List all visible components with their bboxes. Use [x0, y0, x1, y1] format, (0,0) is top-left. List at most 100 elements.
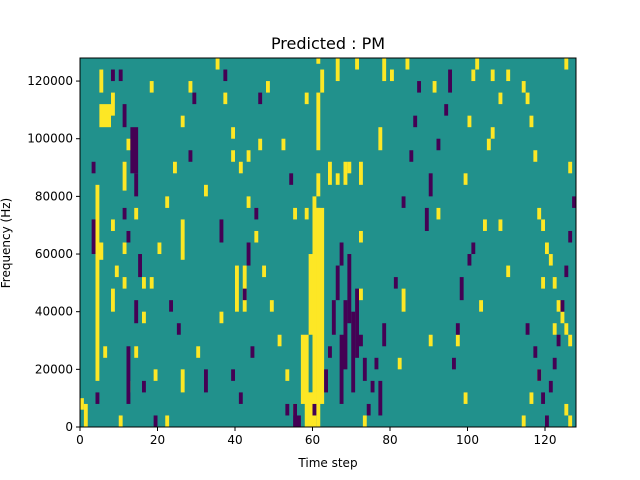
heatmap-cell-purple	[556, 334, 561, 347]
heatmap-cell-yellow	[99, 104, 112, 128]
heatmap-cell-purple	[417, 81, 422, 93]
heatmap-cell-yellow	[335, 173, 340, 185]
heatmap-cell-purple	[564, 265, 569, 278]
heatmap	[80, 58, 577, 427]
heatmap-cell-purple	[246, 242, 251, 266]
y-axis: 0 20000 40000 60000 80000 100000 120000	[27, 74, 80, 434]
heatmap-cell-yellow	[525, 92, 530, 105]
heatmap-cell-purple	[455, 323, 460, 335]
heatmap-cell-yellow	[254, 230, 259, 243]
heatmap-cell-yellow	[126, 138, 131, 151]
heatmap-cell-purple	[134, 173, 139, 197]
heatmap-cell-yellow	[316, 58, 321, 64]
heatmap-cell-purple	[339, 242, 344, 266]
heatmap-cell-purple	[238, 392, 243, 404]
heatmap-cell-yellow	[231, 150, 236, 162]
heatmap-cell-yellow	[196, 346, 201, 358]
heatmap-cell-purple	[409, 150, 414, 162]
heatmap-cell-yellow	[564, 323, 569, 335]
x-tick-label: 40	[227, 433, 242, 447]
heatmap-cell-yellow	[95, 242, 104, 260]
heatmap-cell-yellow	[277, 334, 282, 347]
heatmap-cell-purple	[153, 415, 158, 427]
heatmap-cell-yellow	[401, 288, 406, 312]
heatmap-cell-yellow	[436, 207, 441, 220]
heatmap-cell-yellow	[355, 58, 360, 70]
heatmap-cell-yellow	[529, 392, 534, 404]
heatmap-cell-purple	[223, 69, 228, 82]
heatmap-cell-yellow	[180, 219, 185, 260]
heatmap-cell-yellow	[246, 196, 251, 208]
heatmap-cell-yellow	[316, 207, 325, 404]
heatmap-cell-yellow	[173, 161, 177, 174]
heatmap-cell-purple	[339, 334, 344, 404]
heatmap-cell-purple	[568, 230, 573, 243]
heatmap-cell-yellow	[490, 127, 495, 139]
heatmap-cell-yellow	[552, 323, 557, 335]
heatmap-cell-yellow	[556, 300, 561, 312]
y-tick-label: 40000	[35, 305, 73, 319]
x-axis: 0 20 40 60 80 100 120	[76, 427, 556, 447]
heatmap-cell-purple	[289, 173, 294, 185]
heatmap-cell-yellow	[560, 311, 565, 324]
heatmap-cell-yellow	[335, 58, 340, 82]
heatmap-cell-yellow	[281, 138, 286, 151]
heatmap-cell-yellow	[390, 69, 394, 82]
heatmap-cell-purple	[331, 300, 336, 335]
heatmap-cell-purple	[366, 403, 371, 416]
x-tick-label: 80	[382, 433, 397, 447]
heatmap-cell-yellow	[235, 265, 239, 312]
heatmap-cell-yellow	[293, 207, 298, 220]
heatmap-cell-yellow	[149, 81, 154, 93]
heatmap-cell-yellow	[552, 277, 557, 289]
heatmap-cell-yellow	[378, 127, 383, 151]
heatmap-cell-yellow	[568, 161, 573, 174]
heatmap-cell-yellow	[95, 184, 100, 381]
heatmap-cell-yellow	[568, 334, 573, 347]
heatmap-cell-purple	[359, 334, 363, 347]
heatmap-cell-yellow	[223, 92, 228, 105]
heatmap-cell-yellow	[304, 392, 313, 427]
heatmap-cell-purple	[134, 300, 139, 324]
heatmap-cell-yellow	[463, 173, 468, 185]
heatmap-cell-yellow	[475, 58, 480, 70]
x-axis-label: Time step	[297, 456, 357, 470]
heatmap-cell-yellow	[258, 138, 263, 151]
heatmap-cell-yellow	[142, 277, 146, 289]
heatmap-cell-purple	[91, 161, 96, 174]
heatmap-cell-purple	[142, 380, 146, 393]
heatmap-cell-yellow	[521, 81, 526, 93]
x-tick-label: 20	[150, 433, 165, 447]
heatmap-cell-yellow	[312, 207, 321, 335]
heatmap-cell-yellow	[118, 415, 123, 427]
y-tick-label: 80000	[35, 189, 73, 203]
heatmap-cell-yellow	[463, 392, 468, 404]
heatmap-cell-yellow	[111, 219, 115, 231]
heatmap-cell-purple	[452, 357, 456, 370]
heatmap-cell-purple	[413, 115, 418, 128]
heatmap-cell-yellow	[111, 92, 115, 116]
heatmap-cell-purple	[293, 403, 298, 427]
heatmap-cell-purple	[444, 104, 449, 116]
heatmap-cell-yellow	[269, 300, 274, 312]
heatmap-cell-yellow	[362, 415, 367, 427]
heatmap-cell-yellow	[238, 161, 243, 174]
heatmap-cell-yellow	[548, 254, 553, 266]
heatmap-cell-yellow	[80, 398, 84, 410]
heatmap-cell-purple	[552, 357, 557, 370]
heatmap-cell-purple	[370, 380, 375, 393]
heatmap-cell-purple	[541, 392, 546, 404]
heatmap-cell-yellow	[568, 415, 573, 427]
heatmap-cell-yellow	[134, 207, 139, 220]
heatmap-cell-purple	[254, 207, 259, 220]
heatmap-cell-purple	[572, 196, 577, 208]
y-tick-label: 0	[65, 420, 73, 434]
heatmap-cell-purple	[250, 346, 255, 358]
heatmap-cell-yellow	[328, 161, 332, 185]
heatmap-cell-purple	[343, 300, 348, 370]
heatmap-cell-yellow	[316, 92, 321, 151]
heatmap-cell-yellow	[564, 403, 569, 416]
heatmap-cell-yellow	[347, 161, 352, 174]
heatmap-cell-purple	[548, 380, 553, 393]
